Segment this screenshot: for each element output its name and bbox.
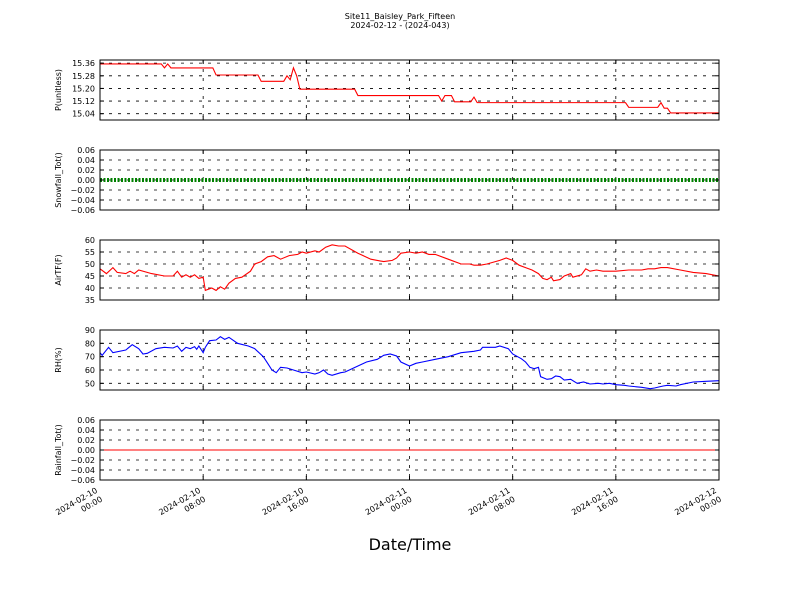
x-axis-title: Date/Time bbox=[369, 535, 452, 554]
y-tick-label: 15.04 bbox=[72, 110, 95, 119]
y-axis-label: RH(%) bbox=[54, 347, 63, 372]
y-tick-label: −0.02 bbox=[70, 186, 95, 195]
y-tick-label: −0.04 bbox=[70, 466, 95, 475]
y-tick-label: 0.04 bbox=[77, 156, 95, 165]
y-tick-label: 55 bbox=[85, 248, 95, 257]
y-tick-label: 0.06 bbox=[77, 416, 95, 425]
panel-3: 35 40 45 50 55 60 AirTF(F) bbox=[54, 236, 720, 305]
y-axis-label: Rainfall_Tot() bbox=[54, 424, 63, 476]
x-tick-label: 2024-02-1116:00 bbox=[570, 486, 620, 526]
y-tick-label: 90 bbox=[85, 326, 95, 335]
y-tick-label: 60 bbox=[85, 236, 95, 245]
x-tick-label: 2024-02-1016:00 bbox=[261, 486, 311, 526]
x-tick-label: 2024-02-1200:00 bbox=[673, 486, 723, 526]
y-axis-label: P(unitless) bbox=[54, 69, 63, 111]
y-tick-label: 45 bbox=[85, 272, 95, 281]
x-tick-label: 2024-02-1100:00 bbox=[364, 486, 414, 526]
y-tick-label: −0.02 bbox=[70, 456, 95, 465]
x-tick-label: 2024-02-1008:00 bbox=[157, 486, 207, 526]
y-tick-label: −0.06 bbox=[70, 206, 95, 215]
chart-subtitle: 2024-02-12 - (2024-043) bbox=[350, 21, 449, 30]
y-tick-label: 60 bbox=[85, 366, 95, 375]
y-tick-label: 0.02 bbox=[77, 436, 95, 445]
series-line bbox=[99, 244, 720, 292]
panel-5: −0.06−0.04−0.020.000.020.040.06 Rainfall_… bbox=[54, 416, 720, 485]
y-tick-label: 70 bbox=[85, 353, 95, 362]
y-tick-label: 0.04 bbox=[77, 426, 95, 435]
y-axis-label: Snowfall_Tot() bbox=[54, 152, 63, 208]
y-tick-label: 15.36 bbox=[72, 59, 95, 68]
y-axis-label: AirTF(F) bbox=[54, 254, 63, 285]
y-tick-label: 0.02 bbox=[77, 166, 95, 175]
y-tick-label: 0.00 bbox=[77, 176, 95, 185]
chart-panels: 15.04 15.12 15.20 15.28 15.36 P(unitless) −0.0… bbox=[54, 59, 720, 485]
x-tick-label: 2024-02-1000:00 bbox=[54, 486, 104, 526]
series-line bbox=[100, 63, 719, 114]
y-tick-label: 15.28 bbox=[72, 72, 95, 81]
x-tick-label: 2024-02-1108:00 bbox=[467, 486, 517, 526]
panel-2: −0.06−0.04−0.020.000.020.040.06 Snowfall_… bbox=[54, 146, 720, 215]
panel-1: 15.04 15.12 15.20 15.28 15.36 P(unitless) bbox=[54, 59, 720, 121]
y-tick-label: 50 bbox=[85, 260, 95, 269]
y-tick-label: −0.06 bbox=[70, 476, 95, 485]
y-tick-label: −0.04 bbox=[70, 196, 95, 205]
y-tick-label: 0.06 bbox=[77, 146, 95, 155]
panel-4: 50 60 70 80 90 RH(%) bbox=[54, 326, 720, 391]
x-tick-labels: 2024-02-1000:00 2024-02-1008:00 2024-02-10… bbox=[54, 486, 723, 526]
y-tick-label: 50 bbox=[85, 379, 95, 388]
y-tick-label: 15.12 bbox=[72, 97, 95, 106]
y-tick-label: 0.00 bbox=[77, 446, 95, 455]
y-tick-label: 40 bbox=[85, 284, 95, 293]
y-tick-label: 35 bbox=[85, 296, 95, 305]
series-line bbox=[99, 336, 720, 390]
y-tick-label: 15.20 bbox=[72, 84, 95, 93]
chart-title: Site11_Baisley_Park_Fifteen bbox=[345, 12, 455, 21]
y-tick-label: 80 bbox=[85, 339, 95, 348]
